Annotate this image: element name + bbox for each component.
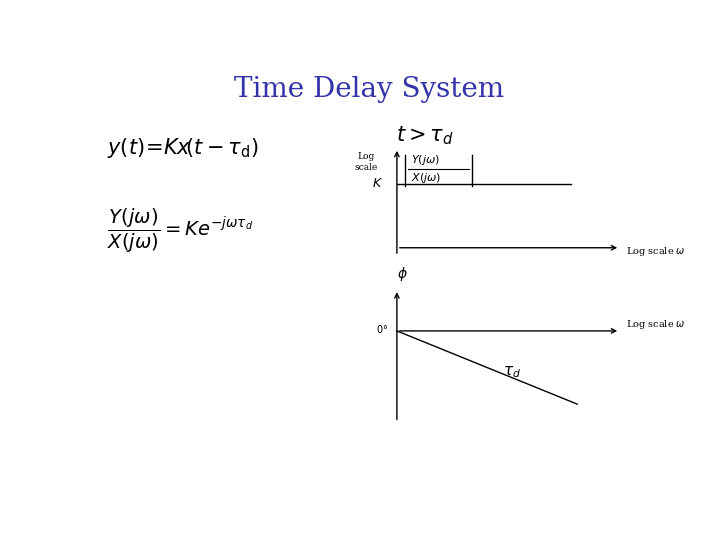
- Text: $y(t)\!=\!Kx\!\left(t-\tau_{\rm d}\right)$: $y(t)\!=\!Kx\!\left(t-\tau_{\rm d}\right…: [107, 136, 258, 160]
- Text: $Y(j\omega)$: $Y(j\omega)$: [411, 153, 440, 167]
- Text: $\phi$: $\phi$: [397, 265, 408, 283]
- Text: $\dfrac{Y(j\omega)}{X(j\omega)}=Ke^{-j\omega\tau_d}$: $\dfrac{Y(j\omega)}{X(j\omega)}=Ke^{-j\o…: [107, 207, 253, 255]
- Text: Log scale $\omega$: Log scale $\omega$: [626, 245, 685, 259]
- Text: $0°$: $0°$: [377, 323, 389, 335]
- Text: $X(j\omega)$: $X(j\omega)$: [411, 171, 441, 185]
- Text: Log
scale: Log scale: [354, 152, 378, 172]
- Text: $t>\tau_d$: $t>\tau_d$: [396, 124, 454, 147]
- Text: Log scale $\omega$: Log scale $\omega$: [626, 318, 685, 331]
- Text: Time Delay System: Time Delay System: [234, 76, 504, 103]
- Text: $\tau_d$: $\tau_d$: [503, 364, 521, 380]
- Text: $K$: $K$: [372, 177, 383, 190]
